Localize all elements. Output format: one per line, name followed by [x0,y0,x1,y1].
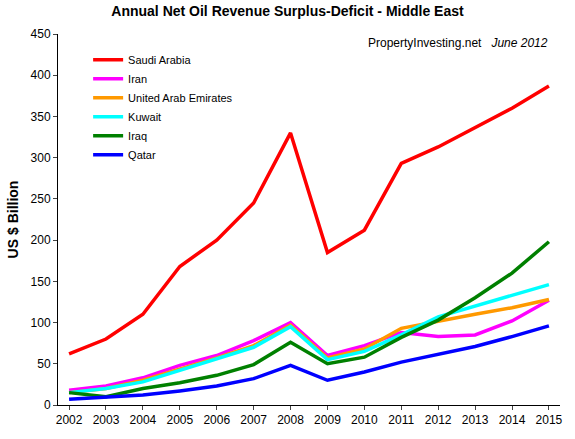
svg-text:200: 200 [31,233,51,247]
svg-text:2007: 2007 [240,413,267,427]
svg-text:2015: 2015 [536,413,563,427]
svg-text:2014: 2014 [499,413,526,427]
svg-text:2013: 2013 [462,413,489,427]
svg-text:2008: 2008 [277,413,304,427]
svg-text:PropertyInvesting.net June 2: PropertyInvesting.net June 2012 [368,36,548,50]
svg-text:50: 50 [37,357,51,371]
svg-text:2003: 2003 [93,413,120,427]
svg-text:2002: 2002 [56,413,83,427]
svg-text:2009: 2009 [314,413,341,427]
svg-text:350: 350 [31,110,51,124]
svg-text:100: 100 [31,316,51,330]
svg-text:Iraq: Iraq [128,130,147,142]
svg-text:United Arab Emirates: United Arab Emirates [128,92,232,104]
svg-text:0: 0 [44,398,51,412]
svg-text:450: 450 [31,27,51,41]
svg-text:2012: 2012 [425,413,452,427]
svg-text:300: 300 [31,151,51,165]
svg-text:Kuwait: Kuwait [128,111,161,123]
svg-text:250: 250 [31,192,51,206]
svg-text:2006: 2006 [203,413,230,427]
svg-text:Saudi Arabia: Saudi Arabia [128,54,191,66]
svg-text:Annual Net Oil Revenue Surplus: Annual Net Oil Revenue Surplus-Deficit -… [111,3,464,19]
svg-text:2004: 2004 [130,413,157,427]
svg-text:150: 150 [31,275,51,289]
svg-text:Qatar: Qatar [128,149,156,161]
svg-text:Iran: Iran [128,73,147,85]
svg-text:2011: 2011 [388,413,414,427]
svg-text:400: 400 [31,68,51,82]
svg-text:2010: 2010 [351,413,378,427]
svg-text:US $ Billion: US $ Billion [5,181,21,259]
svg-text:2005: 2005 [166,413,193,427]
